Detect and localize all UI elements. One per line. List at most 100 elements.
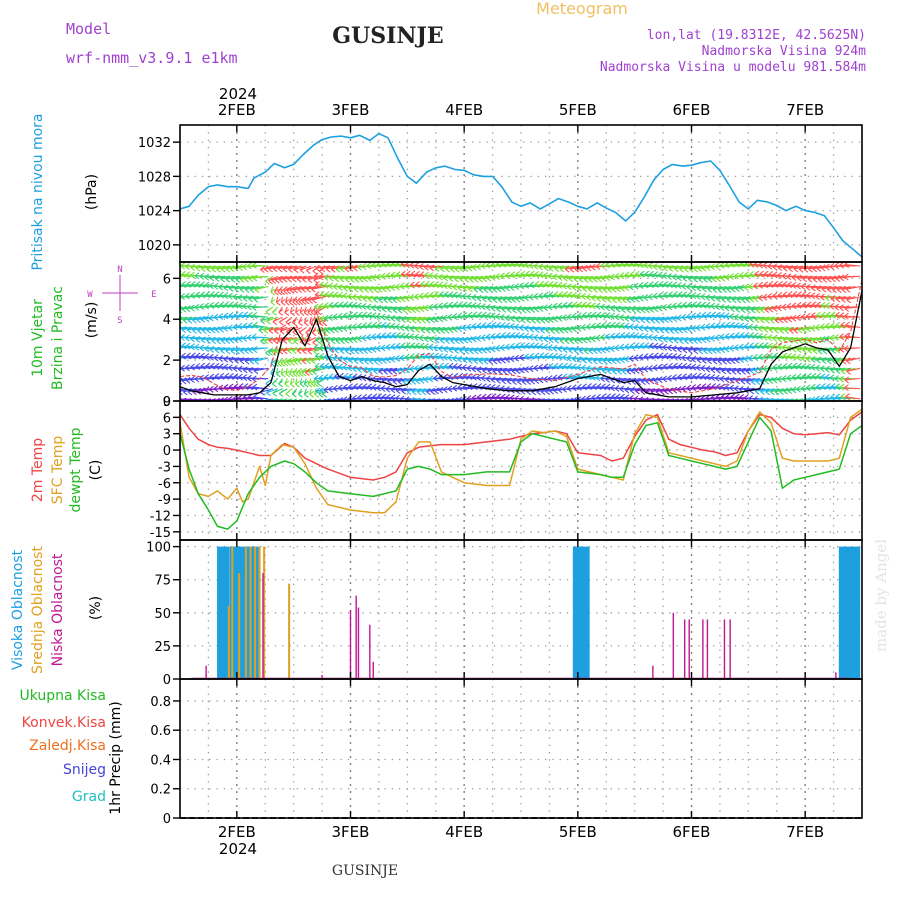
wind-arrow-head (400, 270, 406, 275)
wind-arrow-head (318, 404, 322, 407)
wind-arrow-head (519, 327, 524, 332)
wind-arrow-head (238, 314, 244, 319)
wind-arrow-head (663, 283, 669, 288)
wind-arrow-head (521, 306, 527, 311)
wind-arrow-head (697, 336, 703, 341)
wind-arrow-head (612, 367, 618, 372)
wind-arrow-head (304, 297, 310, 302)
wind-arrow-head (333, 313, 338, 318)
wind-arrow-head (405, 369, 410, 374)
wind-arrow-head (643, 396, 649, 401)
wind-arrow-head (595, 305, 601, 310)
wind-arrow-head (582, 264, 588, 269)
wind-arrow (711, 385, 727, 390)
footer-station: GUSINJE (332, 863, 398, 879)
wind-arrow-head (601, 314, 606, 319)
wind-arrow-head (598, 286, 603, 291)
wind-arrow-head (452, 286, 458, 291)
wind-arrow-head (438, 302, 443, 307)
wind-arrow-head (563, 349, 568, 354)
wind-arrow-head (587, 386, 592, 391)
wind-arrow-head (611, 285, 617, 290)
wind-arrow-head (232, 367, 238, 372)
wind-arrow-head (224, 375, 230, 380)
wind-arrow-head (501, 322, 506, 326)
wind-arrow-head (312, 368, 317, 373)
wind-arrow-head (482, 314, 487, 319)
wind-arrow-head (634, 263, 640, 268)
wind-arrow-head (558, 294, 564, 298)
wind-arrow-head (233, 311, 239, 316)
wind-arrow-head (505, 287, 511, 292)
wind-arrow-head (260, 340, 265, 345)
wind-arrow-head (396, 295, 402, 300)
wind-arrow-head (509, 358, 515, 363)
wind-arrow-head (309, 390, 315, 395)
wind-arrow-head (545, 391, 550, 395)
wind-arrow-head (169, 382, 173, 385)
wind-arrow-head (438, 318, 444, 323)
wind-arrow-head (307, 347, 313, 352)
wind-arrow-head (645, 309, 651, 314)
wind-arrow-head (501, 377, 507, 382)
wind-arrow-head (500, 385, 505, 390)
wind-arrow-head (424, 271, 429, 276)
wind-arrow-head (581, 367, 586, 372)
wind-arrow-head (181, 284, 186, 289)
wind-arrow-head (448, 304, 454, 309)
wind-arrow-head (543, 267, 549, 272)
wind-arrow-head (662, 343, 668, 348)
wind-arrow-head (416, 391, 422, 396)
wind-arrow-head (325, 326, 331, 331)
wind-arrow-head (581, 296, 586, 300)
wind-arrow-head (380, 313, 386, 318)
wind-arrow-head (653, 376, 659, 381)
wind-arrow-head (263, 329, 269, 334)
wind-arrow-head (390, 394, 396, 399)
wind-arrow-head (181, 305, 187, 310)
wind-arrow-head (247, 334, 252, 339)
wind-arrow-head (406, 391, 412, 395)
wind-arrow-head (376, 305, 382, 309)
wind-arrow-head (282, 268, 288, 273)
wind-arrow-head (624, 394, 630, 399)
wind-arrow-head (495, 347, 501, 352)
wind-arrow-head (638, 327, 644, 332)
wind-arrow-head (299, 404, 303, 407)
wind-arrow-head (401, 387, 406, 392)
wind-arrow-head (380, 385, 386, 389)
wind-arrow-head (409, 333, 415, 338)
wind-arrow-head (361, 337, 367, 342)
wind-arrow-head (716, 383, 721, 388)
wind-arrow-head (639, 335, 644, 340)
wind-arrow-head (378, 370, 384, 375)
wind-arrow-head (636, 381, 642, 386)
wind-arrow-head (529, 342, 535, 347)
wind-arrow-head (458, 304, 464, 309)
wind-arrow-head (238, 383, 244, 387)
wind-arrow-head (373, 296, 378, 300)
wind-arrow-head (587, 288, 593, 293)
wind-arrow-head (407, 306, 412, 311)
wind-arrow-head (482, 383, 487, 388)
wind-arrow-head (381, 332, 387, 337)
wind-arrow-head (712, 347, 717, 352)
wind-arrow-head (670, 402, 674, 405)
wind-arrow-head (338, 294, 344, 299)
wind-arrow-head (307, 309, 313, 313)
wind-arrow-head (361, 262, 367, 267)
wind-arrow-head (591, 365, 596, 370)
wind-arrow-head (268, 339, 274, 344)
wind-arrow-head (168, 391, 172, 394)
wind-arrow-head (614, 316, 620, 321)
wind-arrow-head (343, 372, 349, 377)
wind-arrow-head (314, 390, 319, 395)
wind-arrow-head (366, 336, 372, 341)
wind-arrow-head (328, 388, 333, 393)
wind-arrow-head (209, 345, 215, 350)
wind-arrow-head (490, 348, 496, 353)
wind-arrow-head (473, 288, 479, 293)
wind-arrow-head (223, 355, 229, 360)
wind-arrow-head (329, 373, 334, 378)
wind-arrow-head (200, 291, 206, 296)
